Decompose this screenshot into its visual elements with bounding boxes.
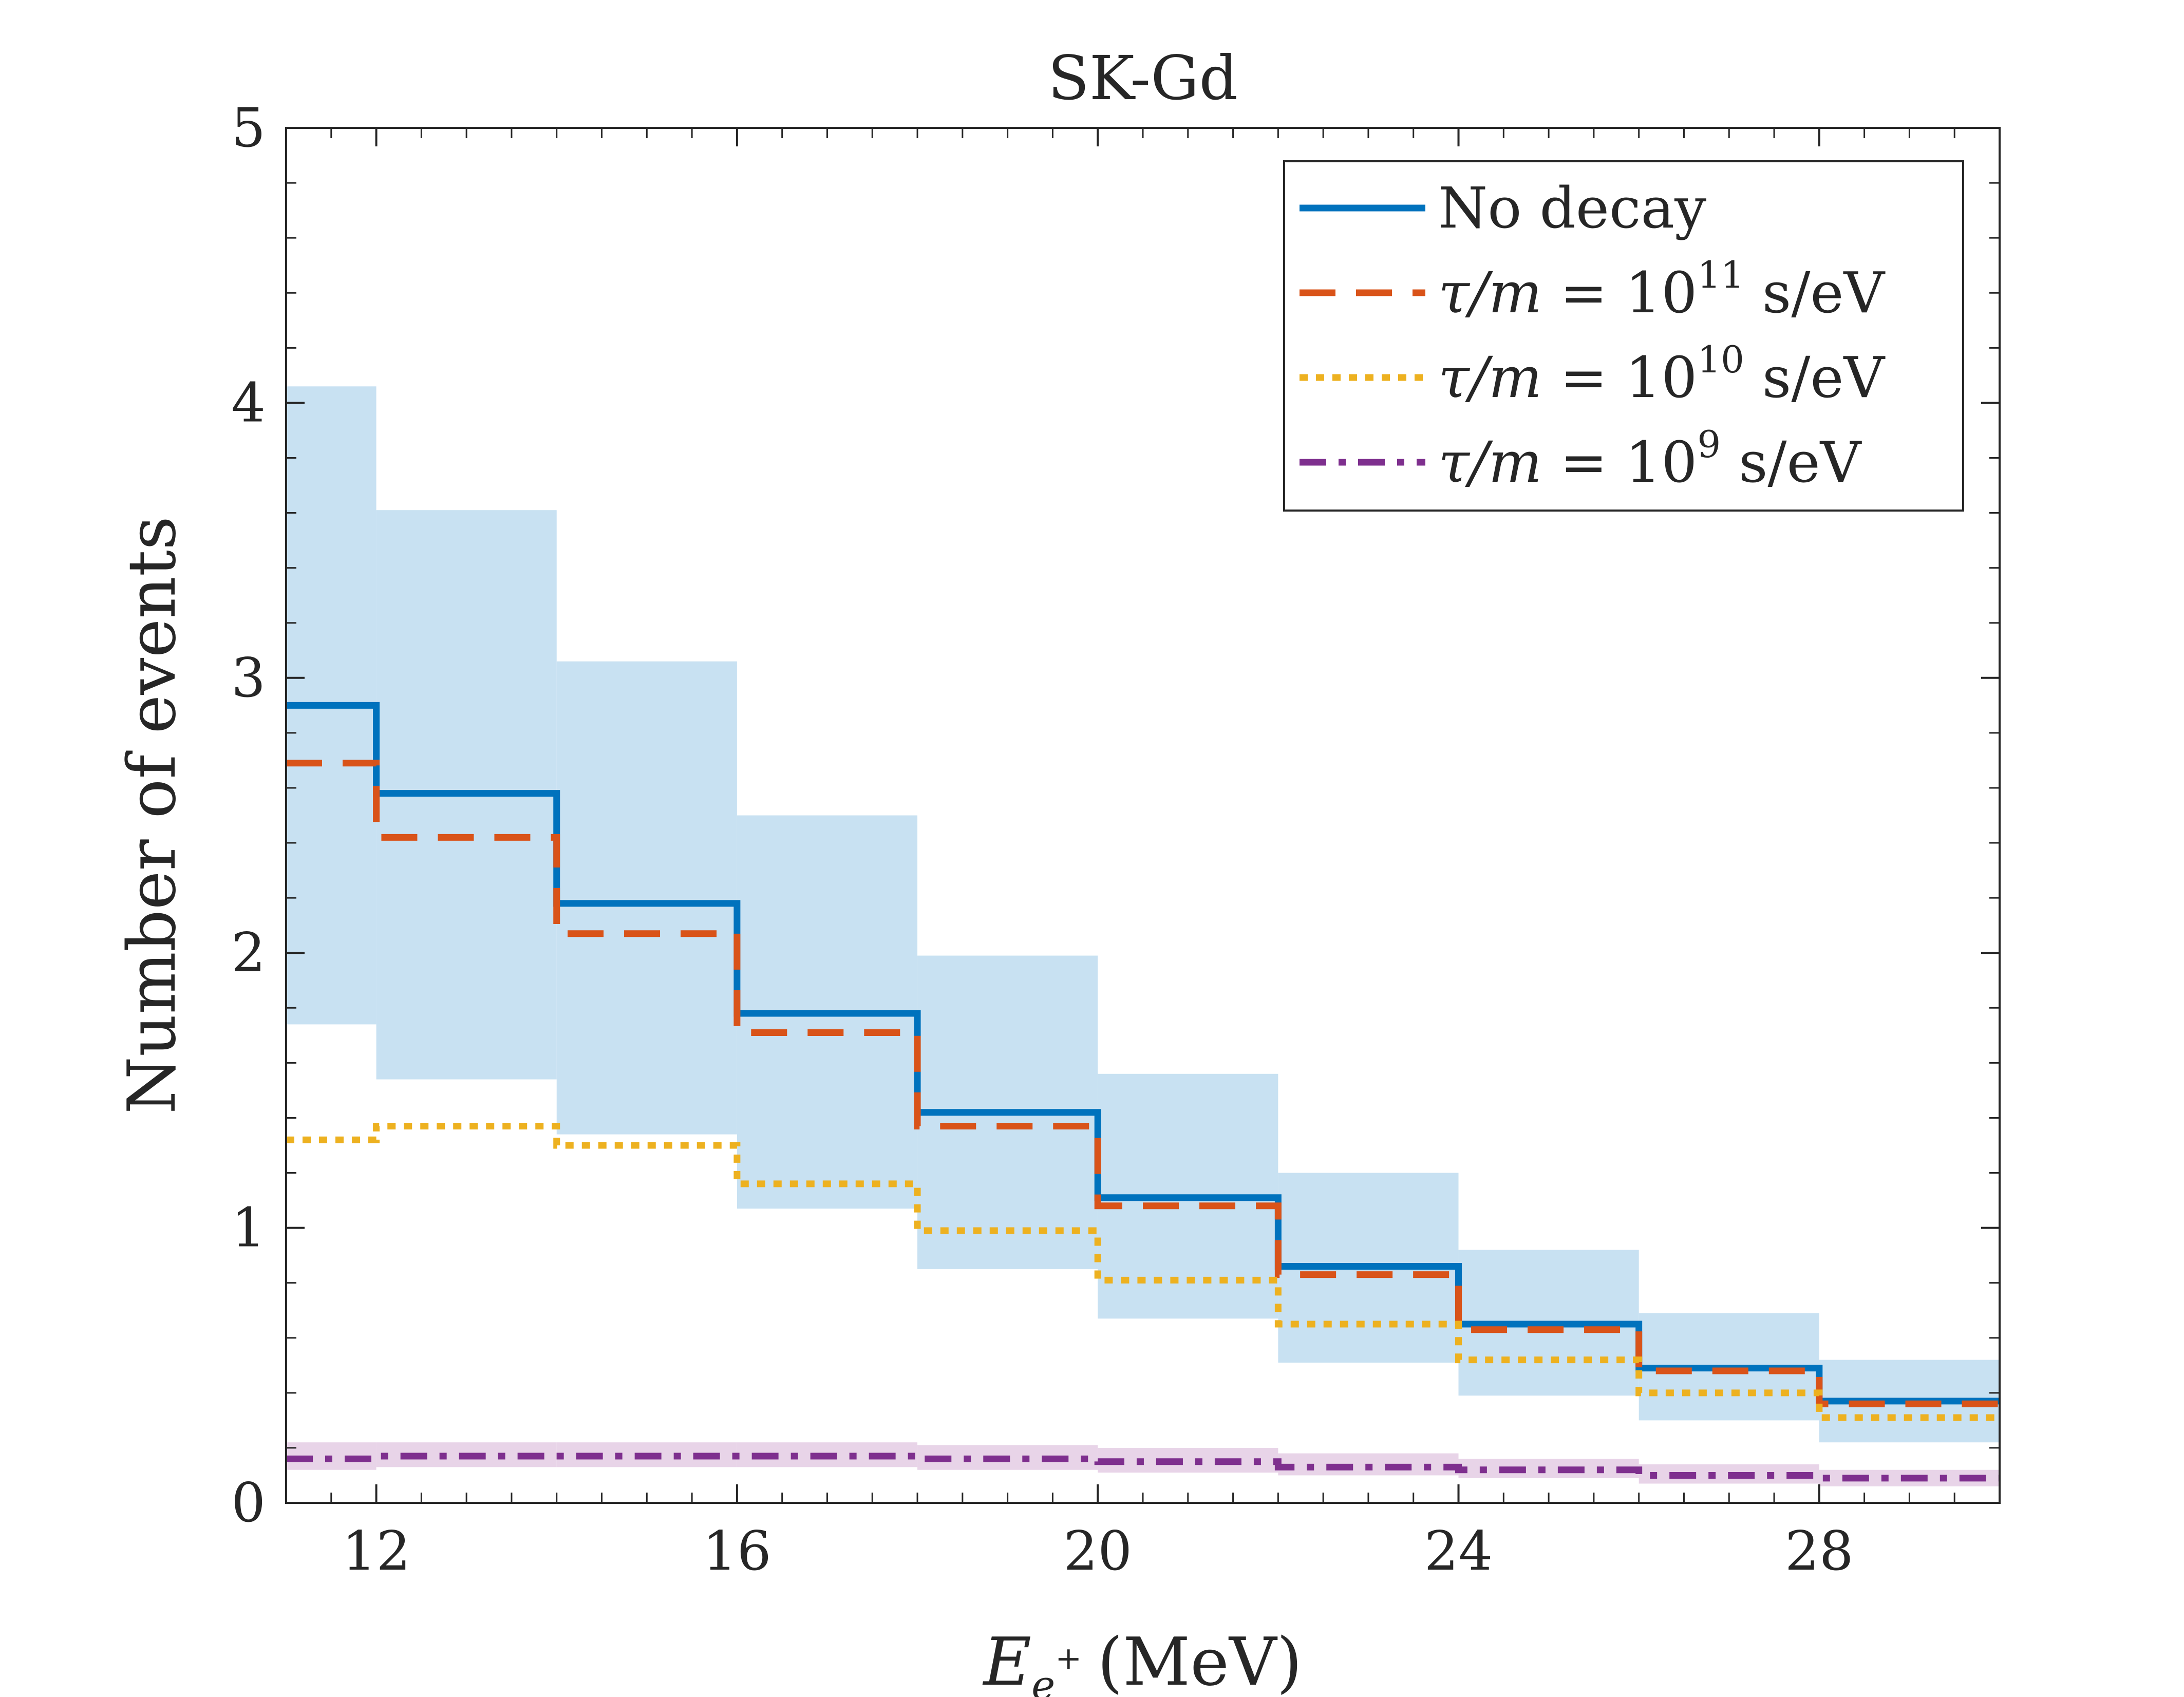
y-tick-label: 0 — [231, 1472, 266, 1534]
x-tick-label: 28 — [1785, 1520, 1854, 1582]
y-tick-label: 3 — [231, 647, 266, 709]
legend: No decay τ/m = 1011 s/eV τ/m = 1010 s/eV τ/… — [1283, 160, 1964, 512]
chart-title: SK-Gd — [1048, 43, 1238, 114]
x-tick-label: 12 — [342, 1520, 411, 1582]
x-tick-label: 20 — [1063, 1520, 1132, 1582]
legend-label: No decay — [1438, 175, 1706, 241]
series-line — [286, 760, 2000, 1407]
y-tick-label: 1 — [231, 1197, 266, 1259]
y-tick-label: 5 — [231, 97, 266, 159]
y-tick-label: 2 — [231, 921, 266, 984]
series-line — [286, 1453, 2000, 1482]
legend-label: τ/m = 109 s/eV — [1438, 423, 1862, 495]
y-axis-title: Number of events — [114, 516, 191, 1114]
series-line — [286, 1123, 2000, 1421]
legend-label: τ/m = 1011 s/eV — [1438, 253, 1886, 326]
legend-label: τ/m = 1010 s/eV — [1438, 338, 1886, 410]
x-tick-label: 16 — [703, 1520, 771, 1582]
band-bin — [556, 661, 737, 1135]
y-tick-label: 4 — [231, 371, 266, 434]
x-axis-title: Ee+ (MeV) — [983, 1624, 1303, 1697]
band-bin — [1458, 1459, 1639, 1478]
x-tick-label: 24 — [1424, 1520, 1493, 1582]
legend-box — [1283, 160, 1964, 512]
series-lines — [286, 702, 2000, 1482]
band-bin — [1098, 1447, 1278, 1473]
